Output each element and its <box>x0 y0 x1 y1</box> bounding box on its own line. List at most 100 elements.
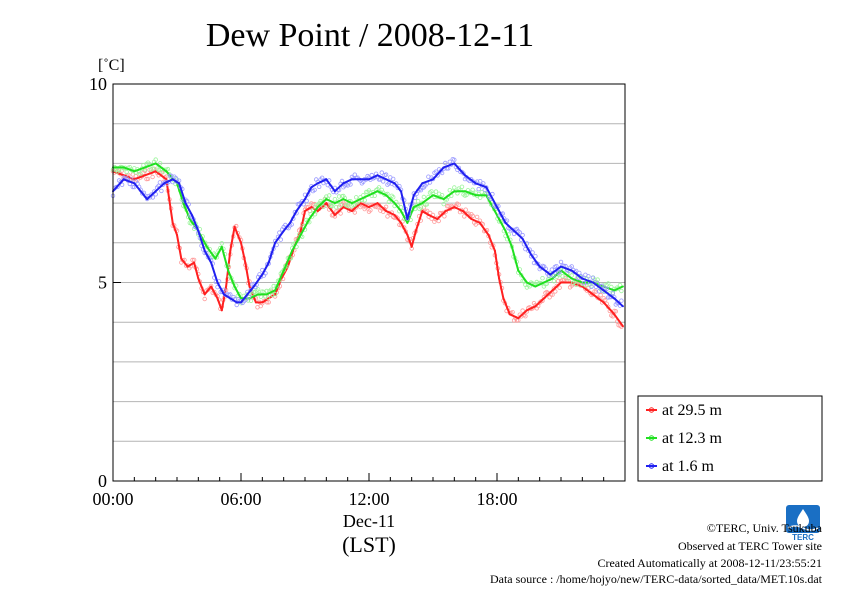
data-point <box>570 277 573 280</box>
terc-logo-text: TERC <box>792 533 814 542</box>
data-point <box>496 206 498 209</box>
data-point <box>222 293 225 296</box>
scatter-point <box>142 168 148 173</box>
scatter-point <box>354 195 359 200</box>
scatter-point <box>606 281 611 286</box>
scatter-point <box>317 184 322 189</box>
data-point <box>133 170 136 173</box>
scatter-point <box>383 204 389 209</box>
data-point <box>602 301 605 304</box>
data-point <box>291 249 294 252</box>
scatter-point <box>593 289 599 294</box>
scatter-point <box>334 204 339 210</box>
scatter-point <box>327 193 332 198</box>
scatter-point <box>590 275 596 280</box>
chart-title: Dew Point / 2008-12-11 <box>206 17 534 54</box>
data-point <box>534 285 537 288</box>
scatter-point <box>138 171 143 176</box>
data-point <box>444 210 447 212</box>
scatter-point <box>234 302 239 308</box>
data-point <box>393 182 396 185</box>
data-point <box>551 277 554 280</box>
data-point <box>342 206 345 209</box>
scatter-point <box>338 202 343 208</box>
y-tick-label: 0 <box>98 471 107 491</box>
data-point <box>333 214 336 216</box>
data-point <box>146 198 149 201</box>
data-point <box>464 190 466 193</box>
legend-marker <box>648 463 655 469</box>
data-point <box>400 210 402 212</box>
scatter-point <box>581 280 587 286</box>
data-point <box>592 281 594 284</box>
data-point <box>453 162 456 165</box>
data-point <box>487 233 490 236</box>
scatter-point <box>439 170 445 176</box>
series-line-at-12-3-m <box>113 162 624 300</box>
data-point <box>517 317 520 320</box>
data-point <box>122 178 125 181</box>
data-point <box>393 202 396 205</box>
scatter-point <box>556 278 561 284</box>
scatter-point <box>328 203 333 209</box>
scatter-point <box>531 260 537 266</box>
scatter-point <box>459 184 465 189</box>
scatter-point <box>271 283 276 289</box>
data-point <box>325 202 328 205</box>
data-point <box>214 257 217 260</box>
data-point <box>385 194 388 197</box>
scatter-point <box>228 292 233 297</box>
data-point <box>376 174 379 177</box>
scatter-point <box>265 295 271 300</box>
scatter-point <box>424 208 430 214</box>
data-point <box>210 261 213 264</box>
data-point <box>265 293 268 296</box>
y-axis: 0 5 10 <box>89 74 121 491</box>
scatter-point <box>319 200 325 206</box>
scatter-point <box>442 214 447 219</box>
scatter-point <box>603 297 608 303</box>
data-point <box>453 190 456 193</box>
data-point <box>316 182 319 185</box>
scatter-point <box>332 196 338 202</box>
scatter-point <box>478 178 483 184</box>
scatter-point <box>456 202 461 207</box>
scatter-point <box>338 211 343 216</box>
scatter-point <box>461 171 466 176</box>
scatter-point <box>157 161 163 166</box>
scatter-point <box>520 308 525 313</box>
legend-label: at 29.5 m <box>662 402 723 419</box>
data-point <box>602 289 605 292</box>
data-point <box>504 229 507 232</box>
scatter-point <box>439 192 445 198</box>
scatter-point <box>246 294 252 299</box>
scatter-point <box>321 204 326 209</box>
data-point <box>197 277 200 280</box>
data-point <box>180 257 183 260</box>
data-point <box>368 178 370 181</box>
data-point <box>350 178 353 181</box>
data-point <box>244 261 247 264</box>
scatter-point <box>557 285 562 290</box>
data-point <box>421 202 424 205</box>
scatter-point <box>266 300 271 305</box>
data-point <box>289 221 292 224</box>
data-point <box>220 245 223 248</box>
scatter-point <box>278 237 283 242</box>
data-point <box>252 285 255 288</box>
scatter-point <box>368 208 373 213</box>
credit-created: Created Automatically at 2008-12-11/23:5… <box>597 556 822 570</box>
data-point <box>498 277 501 280</box>
scatter-point <box>379 170 384 175</box>
data-point <box>274 241 277 244</box>
scatter-point <box>549 267 555 272</box>
scatter-point <box>510 310 515 315</box>
data-point <box>560 281 562 284</box>
data-point <box>246 293 249 296</box>
y-tick-label: 10 <box>89 74 107 94</box>
data-point <box>299 233 302 236</box>
data-point <box>376 190 379 193</box>
legend: at 29.5 m at 12.3 m at 1.6 m <box>637 395 823 482</box>
data-point <box>368 194 370 197</box>
scatter-point <box>569 264 574 269</box>
